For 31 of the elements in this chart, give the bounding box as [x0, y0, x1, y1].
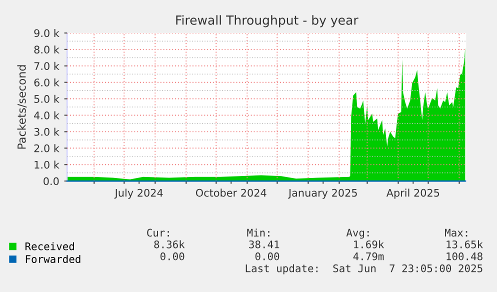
y-tick-label: 2.0 k	[34, 144, 60, 152]
y-tick-label: 1.0 k	[34, 160, 60, 169]
y-tick-label: 7.0 k	[34, 62, 60, 70]
legend-label: Forwarded	[26, 254, 80, 264]
chart-title: Firewall Throughput - by year	[176, 15, 358, 28]
text: 38.41	[249, 240, 280, 248]
legend-label: Received	[25, 242, 74, 250]
text: Cur:	[147, 228, 169, 237]
text: 100.48	[446, 252, 482, 260]
y-tick-label: 8.0 k	[34, 45, 60, 54]
y-tick-label: 3.0 k	[34, 128, 60, 136]
y-tick-label: 4.0 k	[34, 111, 60, 120]
text: 13.65k	[446, 240, 483, 248]
y-tick-label: 5.0 k	[34, 94, 60, 103]
y-axis-title: Packets/second	[17, 65, 27, 149]
text: 0.00	[255, 252, 280, 260]
text: Max:	[445, 228, 468, 237]
x-tick-label: April 2025	[386, 188, 440, 199]
text: Last update: Sat Jun 7 23:05:00 2025	[246, 264, 482, 274]
x-tick-label: July 2024	[114, 188, 163, 199]
text: Min:	[247, 228, 270, 236]
text: 0.00	[160, 252, 184, 260]
x-tick-label: October 2024	[196, 188, 266, 197]
text: 8.36k	[154, 240, 185, 248]
text: Avg:	[346, 228, 369, 239]
y-tick-label: 6.0 k	[34, 78, 60, 86]
y-tick-label: 9.0 k	[34, 29, 60, 38]
y-tick-label: 0.0	[44, 177, 59, 186]
text: 1.69k	[354, 240, 384, 248]
text: 4.79m	[353, 252, 384, 260]
x-tick-label: January 2025	[288, 188, 357, 199]
